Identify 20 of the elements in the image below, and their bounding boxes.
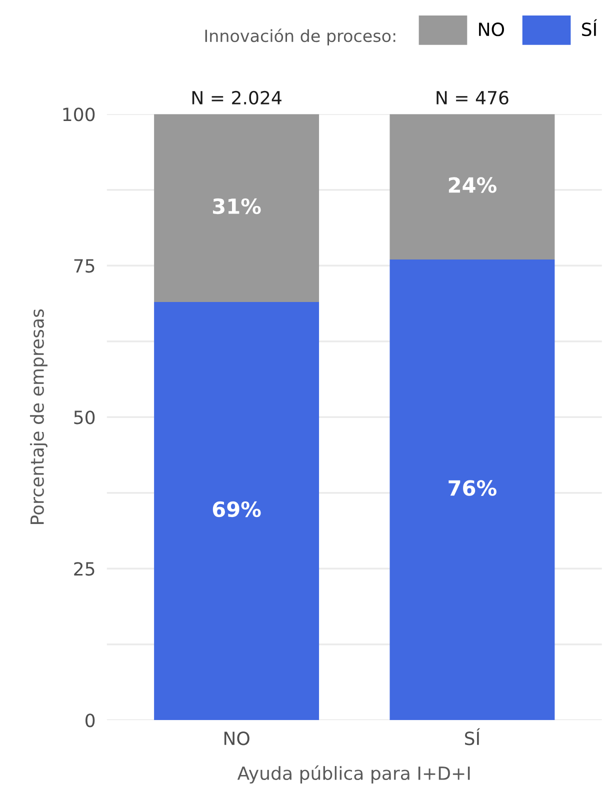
bar <box>390 114 555 260</box>
y-axis-title: Porcentaje de empresas <box>30 309 48 524</box>
legend-title: Innovación de proceso: <box>205 28 396 46</box>
data-label: 31% <box>213 198 261 214</box>
legend-label: SÍ <box>582 19 598 36</box>
bar <box>154 114 320 302</box>
x-axis-title: Ayuda pública para I+D+I <box>237 765 470 784</box>
y-tick-label: 50 <box>74 410 95 424</box>
y-tick-label: 25 <box>74 562 94 576</box>
annotation: N = 476 <box>436 90 508 105</box>
legend-label: NO <box>479 22 504 36</box>
annotation: N = 2.024 <box>192 90 282 105</box>
data-label: 76% <box>448 480 496 496</box>
data-label: 69% <box>212 501 261 518</box>
y-tick-label: 0 <box>86 714 95 728</box>
bar <box>154 302 320 720</box>
y-tick-label: 100 <box>63 108 95 122</box>
bar <box>390 260 555 720</box>
data-label: 24% <box>448 177 496 193</box>
y-tick-label: 75 <box>74 259 94 273</box>
